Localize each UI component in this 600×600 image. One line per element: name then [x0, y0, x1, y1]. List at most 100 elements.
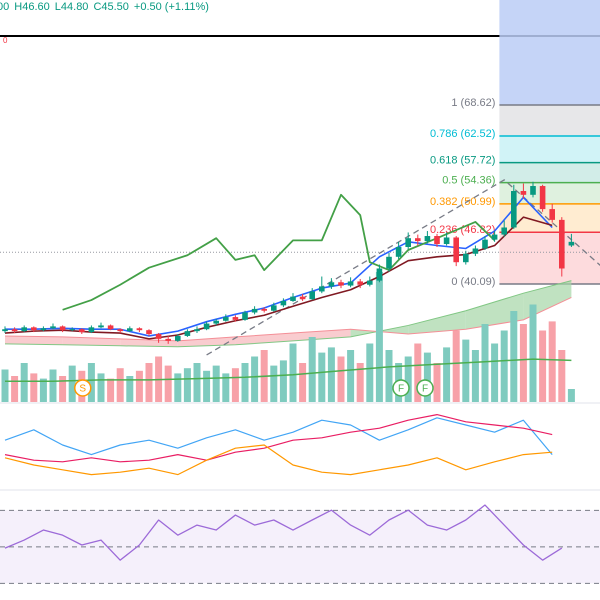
- candle-body: [175, 335, 181, 341]
- candle-body: [280, 300, 287, 306]
- candle-body: [386, 256, 392, 269]
- candle-body: [367, 280, 373, 285]
- fib-label: 0.786 (62.52): [430, 128, 495, 140]
- candle-body: [2, 329, 8, 332]
- cloud-segment: [62, 336, 121, 346]
- cloud-edge: [4, 280, 572, 348]
- header-field: L44.80: [55, 1, 89, 13]
- volume-bar: [116, 368, 124, 402]
- candle-body: [539, 186, 546, 210]
- volume-bar: [347, 350, 355, 402]
- signal-label: F: [398, 384, 404, 395]
- candle-body: [338, 282, 344, 286]
- fib-band: [499, 162, 600, 183]
- candle-body: [146, 330, 152, 335]
- candle-body: [155, 334, 162, 339]
- volume-bar: [164, 365, 172, 402]
- signal-marker: [392, 379, 410, 397]
- volume-bar: [375, 272, 383, 402]
- volume-bar: [385, 350, 393, 402]
- candle-body: [405, 238, 411, 247]
- oscillator-line: [4, 444, 553, 476]
- candle-body: [31, 327, 37, 331]
- volume-bar: [491, 343, 499, 402]
- volume-ma: [5, 358, 572, 382]
- volume-bar: [49, 369, 57, 402]
- fib-highlight: [499, 0, 600, 105]
- candle-body: [194, 329, 200, 332]
- fib-label: 0 (40.09): [451, 276, 495, 288]
- cloud-segment: [5, 335, 63, 345]
- volume-bar: [299, 363, 307, 402]
- volume-bar: [404, 356, 412, 402]
- volume-bar: [68, 365, 76, 402]
- volume-bar: [59, 376, 67, 402]
- volume-bar: [481, 324, 489, 402]
- candle-body: [357, 281, 363, 285]
- volume-bar: [471, 350, 479, 402]
- ohlc-header: .00 H46.60 L44.80 C45.50 +0.50 (+1.11%): [0, 1, 209, 13]
- candle-body: [309, 291, 315, 300]
- candle-body: [203, 323, 210, 330]
- signal-label: S: [79, 384, 86, 395]
- candle-body: [11, 329, 18, 332]
- candle-body: [319, 286, 325, 292]
- volume-bar: [423, 352, 431, 402]
- volume-bar: [548, 321, 556, 402]
- candle-body: [376, 268, 383, 281]
- volume-bar: [30, 373, 38, 402]
- candle-body: [251, 308, 258, 313]
- candle-body: [415, 238, 421, 242]
- volume-bar: [279, 360, 287, 402]
- candle-body: [98, 325, 104, 328]
- candle-body: [328, 282, 335, 287]
- volume-bar: [251, 356, 259, 402]
- candle-body: [299, 296, 306, 300]
- volume-bar: [308, 337, 316, 402]
- candle-body: [501, 227, 507, 235]
- volume-bar: [510, 311, 518, 402]
- candle-body: [395, 246, 402, 257]
- trend-line: [206, 179, 600, 356]
- candle-body: [184, 331, 191, 336]
- candle-body: [424, 236, 431, 242]
- fib-band: [499, 104, 600, 136]
- candle-body: [491, 234, 498, 240]
- volume-bar: [567, 389, 575, 402]
- volume-bar: [97, 373, 105, 402]
- volume-bar: [107, 378, 115, 402]
- volume-bar: [39, 378, 47, 402]
- volume-bar: [11, 376, 19, 402]
- candle-body: [559, 219, 565, 269]
- volume-bar: [519, 324, 527, 402]
- header-field: H46.60: [14, 1, 49, 13]
- oscillator-line: [4, 417, 553, 456]
- candle-body: [165, 338, 171, 341]
- candle-body: [50, 326, 56, 329]
- fib-label: 0.618 (57.72): [430, 154, 495, 166]
- candle-body: [443, 237, 450, 245]
- candle-body: [472, 248, 479, 254]
- candle-body: [232, 317, 239, 320]
- volume-bar: [183, 368, 191, 402]
- volume-bar: [193, 363, 201, 402]
- fib-label: 0.5 (54.36): [442, 174, 495, 186]
- candle-body: [290, 296, 296, 301]
- header-field: C45.50: [93, 1, 128, 13]
- volume-bar: [241, 363, 249, 402]
- candle-body: [117, 329, 123, 332]
- volume-bar: [174, 373, 182, 402]
- candle-body: [242, 312, 248, 320]
- indicator-line: [62, 193, 496, 311]
- candle-body: [223, 317, 229, 321]
- volume-bar: [500, 330, 508, 402]
- volume-bar: [356, 363, 364, 402]
- candle-body: [213, 320, 219, 324]
- volume-bar: [558, 350, 566, 402]
- fib-label: 1 (68.62): [451, 97, 495, 109]
- candle-body: [568, 241, 575, 246]
- volume-bar: [126, 376, 134, 402]
- indicator-line: [4, 216, 553, 340]
- volume-bar: [145, 363, 153, 402]
